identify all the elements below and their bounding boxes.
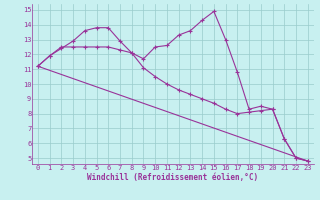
- X-axis label: Windchill (Refroidissement éolien,°C): Windchill (Refroidissement éolien,°C): [87, 173, 258, 182]
